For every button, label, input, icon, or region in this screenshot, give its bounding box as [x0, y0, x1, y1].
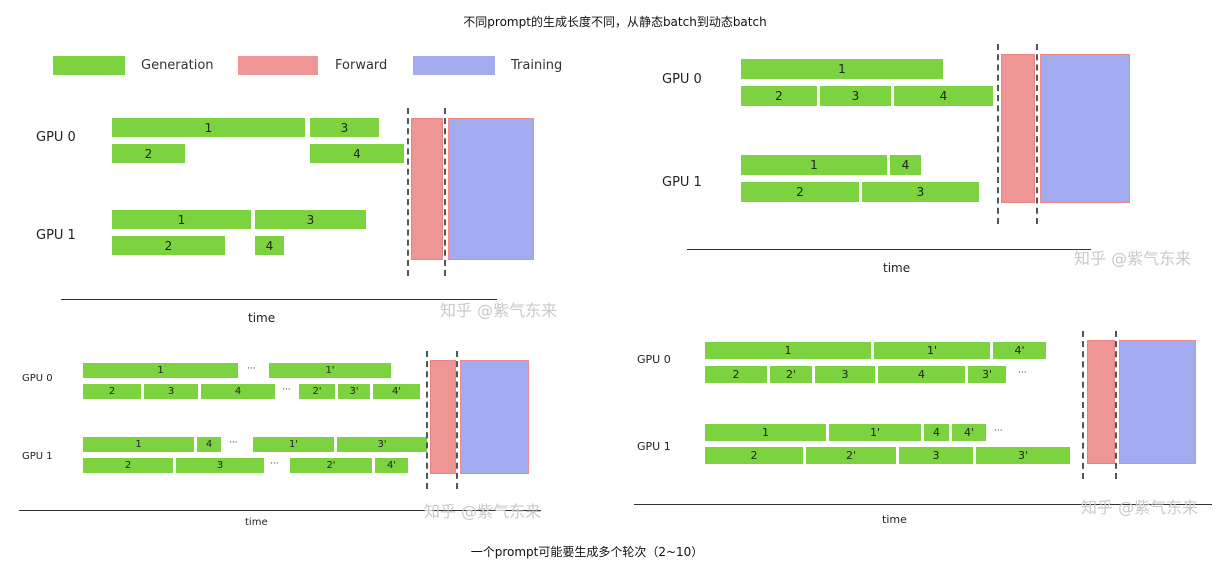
watermark: 知乎 @紫气东来: [440, 301, 558, 320]
generation-bar: 3': [337, 437, 427, 452]
gpu1-label: GPU 1: [662, 175, 702, 190]
generation-bar: 2: [741, 182, 859, 202]
generation-bar: 2': [299, 384, 335, 399]
time-label: time: [248, 311, 276, 325]
generation-bar: 1: [83, 437, 194, 452]
generation-bar: 4': [993, 342, 1046, 359]
generation-bar: 4: [197, 437, 221, 452]
generation-bar: 3': [338, 384, 370, 399]
generation-bar: 4: [310, 144, 404, 163]
gpu0-label: GPU 0: [22, 373, 53, 384]
gpu0-label: GPU 0: [662, 72, 702, 87]
generation-bar: 3: [815, 366, 875, 383]
watermark: 知乎 @紫气东来: [424, 502, 542, 521]
generation-bar: 4': [375, 458, 408, 473]
generation-bar: 3: [862, 182, 979, 202]
legend-generation-swatch: [53, 56, 125, 75]
generation-bar: 1: [705, 424, 826, 441]
ellipsis: ···: [994, 426, 1003, 436]
sync-divider: [1036, 44, 1038, 224]
generation-bar: 1: [705, 342, 871, 359]
time-axis: [634, 504, 1212, 505]
generation-bar: 4: [255, 236, 284, 255]
forward-block: [1001, 54, 1035, 203]
legend-training-label: Training: [511, 58, 563, 73]
generation-bar: 3: [176, 458, 264, 473]
generation-bar: 4: [201, 384, 275, 399]
generation-bar: 4: [924, 424, 949, 441]
training-block: [1040, 54, 1130, 203]
generation-bar: 3: [820, 86, 891, 106]
time-label: time: [883, 261, 911, 275]
time-label: time: [882, 513, 907, 526]
gpu0-label: GPU 0: [637, 353, 671, 366]
watermark: 知乎 @紫气东来: [1074, 249, 1192, 268]
legend-training-swatch: [413, 56, 495, 75]
time-axis: [687, 249, 1091, 250]
generation-bar: 4': [373, 384, 420, 399]
generation-bar: 3: [310, 118, 379, 137]
generation-bar: 1: [741, 59, 943, 79]
time-label: time: [245, 517, 268, 528]
training-block: [448, 118, 534, 260]
ellipsis: ···: [282, 385, 291, 395]
generation-bar: 4: [890, 155, 921, 175]
ellipsis: ···: [1018, 368, 1027, 378]
time-axis: [61, 299, 497, 300]
generation-bar: 3': [968, 366, 1006, 383]
sync-divider: [997, 44, 999, 224]
sync-divider: [1115, 331, 1117, 479]
generation-bar: 1: [741, 155, 887, 175]
generation-bar: 3: [144, 384, 198, 399]
sync-divider: [1082, 331, 1084, 479]
generation-bar: 2: [705, 366, 767, 383]
generation-bar: 1': [253, 437, 334, 452]
generation-bar: 1': [269, 363, 391, 378]
sync-divider: [407, 108, 409, 276]
generation-bar: 1': [874, 342, 990, 359]
legend-forward-label: Forward: [335, 58, 388, 73]
gpu1-label: GPU 1: [36, 228, 76, 243]
forward-block: [430, 360, 456, 474]
generation-bar: 4: [878, 366, 965, 383]
time-axis: [19, 510, 541, 511]
generation-bar: 2: [83, 458, 173, 473]
generation-bar: 1: [112, 118, 305, 137]
ellipsis: ···: [247, 364, 256, 374]
training-block: [460, 360, 529, 474]
generation-bar: 4: [894, 86, 993, 106]
forward-block: [411, 118, 443, 260]
generation-bar: 2': [806, 447, 896, 464]
generation-bar: 2': [770, 366, 812, 383]
generation-bar: 2: [83, 384, 141, 399]
ellipsis: ···: [229, 438, 238, 448]
generation-bar: 1': [829, 424, 921, 441]
training-block: [1119, 340, 1196, 464]
watermark: 知乎 @紫气东来: [1081, 498, 1199, 517]
sync-divider: [456, 351, 458, 489]
page-title: 不同prompt的生成长度不同，从静态batch到动态batch: [463, 15, 767, 29]
legend-generation-label: Generation: [141, 58, 214, 73]
generation-bar: 3': [976, 447, 1070, 464]
generation-bar: 2: [741, 86, 817, 106]
legend-forward-swatch: [238, 56, 318, 75]
generation-bar: 3: [255, 210, 366, 229]
sync-divider: [444, 108, 446, 276]
generation-bar: 1: [112, 210, 251, 229]
forward-block: [1087, 340, 1115, 464]
generation-bar: 2': [290, 458, 372, 473]
gpu1-label: GPU 1: [22, 451, 53, 462]
generation-bar: 2: [705, 447, 803, 464]
generation-bar: 4': [952, 424, 986, 441]
gpu0-label: GPU 0: [36, 130, 76, 145]
generation-bar: 1: [83, 363, 238, 378]
generation-bar: 2: [112, 144, 185, 163]
footer-caption: 一个prompt可能要生成多个轮次（2~10）: [470, 545, 704, 559]
gpu1-label: GPU 1: [637, 440, 671, 453]
generation-bar: 3: [899, 447, 973, 464]
ellipsis: ···: [270, 459, 279, 469]
generation-bar: 2: [112, 236, 225, 255]
sync-divider: [426, 351, 428, 489]
